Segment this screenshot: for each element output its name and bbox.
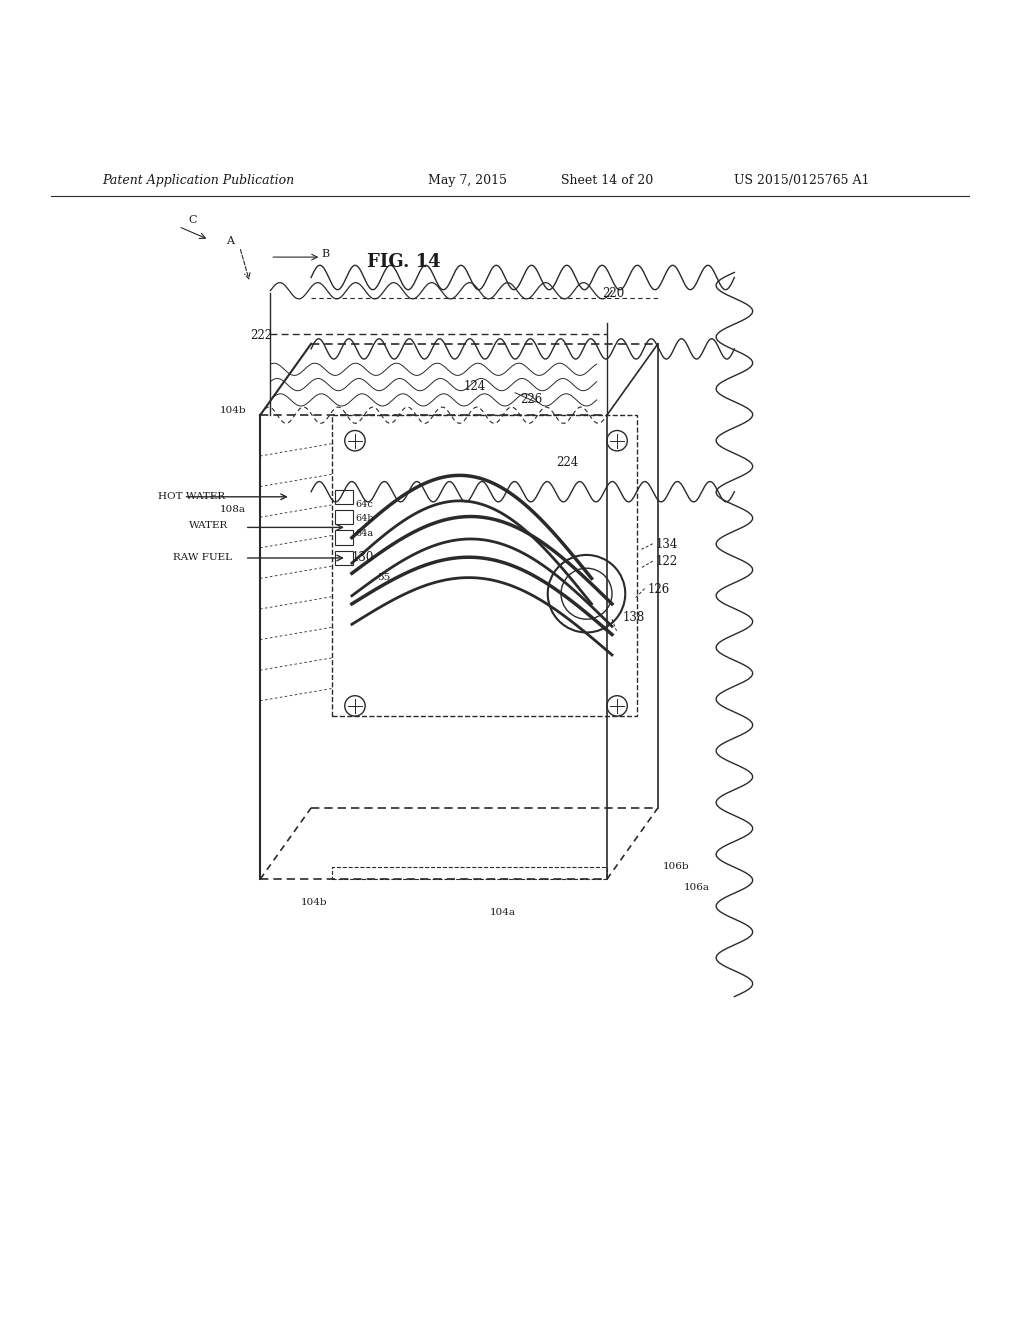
Text: Patent Application Publication: Patent Application Publication xyxy=(102,174,293,186)
Text: 130: 130 xyxy=(352,550,374,564)
Text: 64b: 64b xyxy=(355,515,373,523)
Bar xyxy=(331,867,606,879)
Bar xyxy=(334,550,353,565)
Text: 224: 224 xyxy=(555,457,578,469)
Text: 106b: 106b xyxy=(662,862,689,871)
Text: US 2015/0125765 A1: US 2015/0125765 A1 xyxy=(734,174,869,186)
Text: 108a: 108a xyxy=(219,506,245,513)
Text: May 7, 2015: May 7, 2015 xyxy=(428,174,506,186)
Text: 122: 122 xyxy=(655,556,678,568)
Text: 134: 134 xyxy=(655,537,678,550)
Text: 106a: 106a xyxy=(683,883,708,891)
Text: B: B xyxy=(321,249,329,259)
Text: 126: 126 xyxy=(647,582,669,595)
Bar xyxy=(334,510,353,524)
Text: 222: 222 xyxy=(250,329,272,342)
Text: 104a: 104a xyxy=(489,908,515,917)
Text: 226: 226 xyxy=(520,393,542,407)
Text: 64c: 64c xyxy=(355,500,373,510)
Text: HOT WATER: HOT WATER xyxy=(158,492,225,500)
Text: 104b: 104b xyxy=(219,407,246,416)
Text: FIG. 14: FIG. 14 xyxy=(367,253,440,272)
Text: 104b: 104b xyxy=(301,898,327,907)
Bar xyxy=(334,531,353,545)
Text: 124: 124 xyxy=(464,380,486,393)
Text: A: A xyxy=(226,236,234,246)
Text: 64a: 64a xyxy=(355,528,373,537)
Text: 220: 220 xyxy=(601,286,624,300)
Text: C: C xyxy=(189,215,197,226)
Text: WATER: WATER xyxy=(189,521,227,531)
Bar xyxy=(334,490,353,504)
Text: Sheet 14 of 20: Sheet 14 of 20 xyxy=(560,174,652,186)
Text: 55: 55 xyxy=(377,573,390,582)
Text: RAW FUEL: RAW FUEL xyxy=(173,553,232,562)
Text: 138: 138 xyxy=(622,611,644,624)
